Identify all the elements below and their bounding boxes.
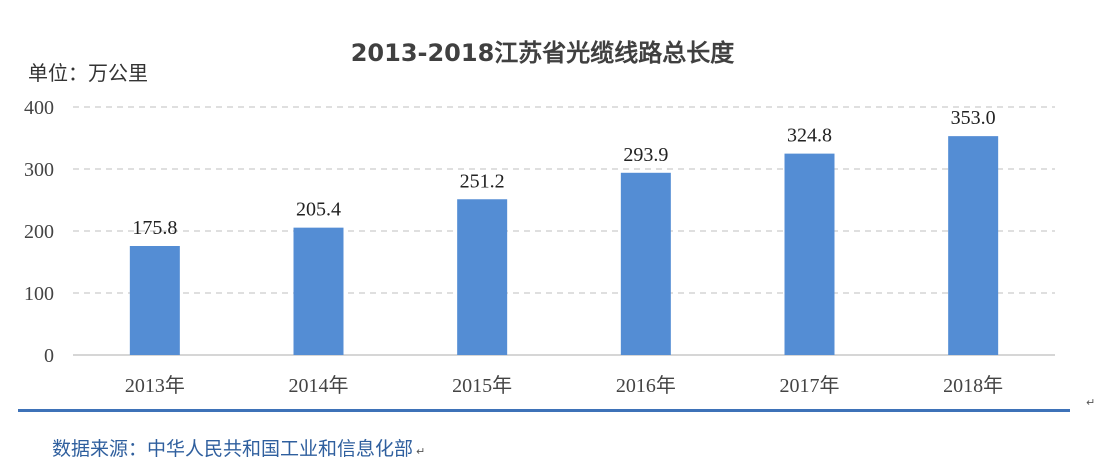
unit-label: 单位：万公里 [28, 61, 148, 85]
divider-line [18, 409, 1070, 412]
data-label: 175.8 [132, 217, 177, 239]
chart-title: 2013-2018江苏省光缆线路总长度 [350, 39, 735, 67]
data-label: 353.0 [951, 107, 996, 129]
source-text: 数据来源：中华人民共和国工业和信息化部 [52, 438, 414, 460]
bar [129, 246, 180, 355]
y-tick-label: 300 [24, 159, 54, 181]
x-axis-ticks: 2013年 2014年 2015年 2016年 2017年 2018年 [125, 374, 1003, 397]
bar [620, 172, 671, 355]
bar [457, 199, 508, 355]
paragraph-mark: ↵ [416, 445, 426, 458]
x-tick-label: 2014年 [289, 374, 349, 397]
data-labels: 175.8 205.4 251.2 293.9 324.8 353.0 [132, 107, 995, 239]
x-tick-label: 2017年 [780, 374, 840, 397]
bar [784, 153, 835, 355]
data-label: 324.8 [787, 125, 832, 147]
y-axis-ticks: 0 100 200 300 400 [24, 97, 54, 367]
bar [948, 136, 999, 355]
gridlines [73, 106, 1055, 356]
x-tick-label: 2018年 [943, 374, 1003, 397]
y-tick-label: 0 [44, 345, 54, 367]
x-tick-label: 2013年 [125, 374, 185, 397]
bar [293, 227, 344, 355]
x-tick-label: 2016年 [616, 374, 676, 397]
bars [129, 136, 999, 355]
data-label: 205.4 [296, 199, 341, 221]
y-tick-label: 200 [24, 221, 54, 243]
data-label: 251.2 [460, 170, 505, 192]
source-note: 数据来源：中华人民共和国工业和信息化部 ↵ [52, 434, 425, 461]
data-label: 293.9 [623, 144, 668, 166]
bar-chart: 0 100 200 300 400 175.8 205.4 251.2 293.9 324.8 3… [24, 97, 1055, 397]
x-tick-label: 2015年 [452, 374, 512, 397]
paragraph-mark: ↵ [1086, 396, 1096, 409]
y-tick-label: 400 [24, 97, 54, 119]
y-tick-label: 100 [24, 283, 54, 305]
